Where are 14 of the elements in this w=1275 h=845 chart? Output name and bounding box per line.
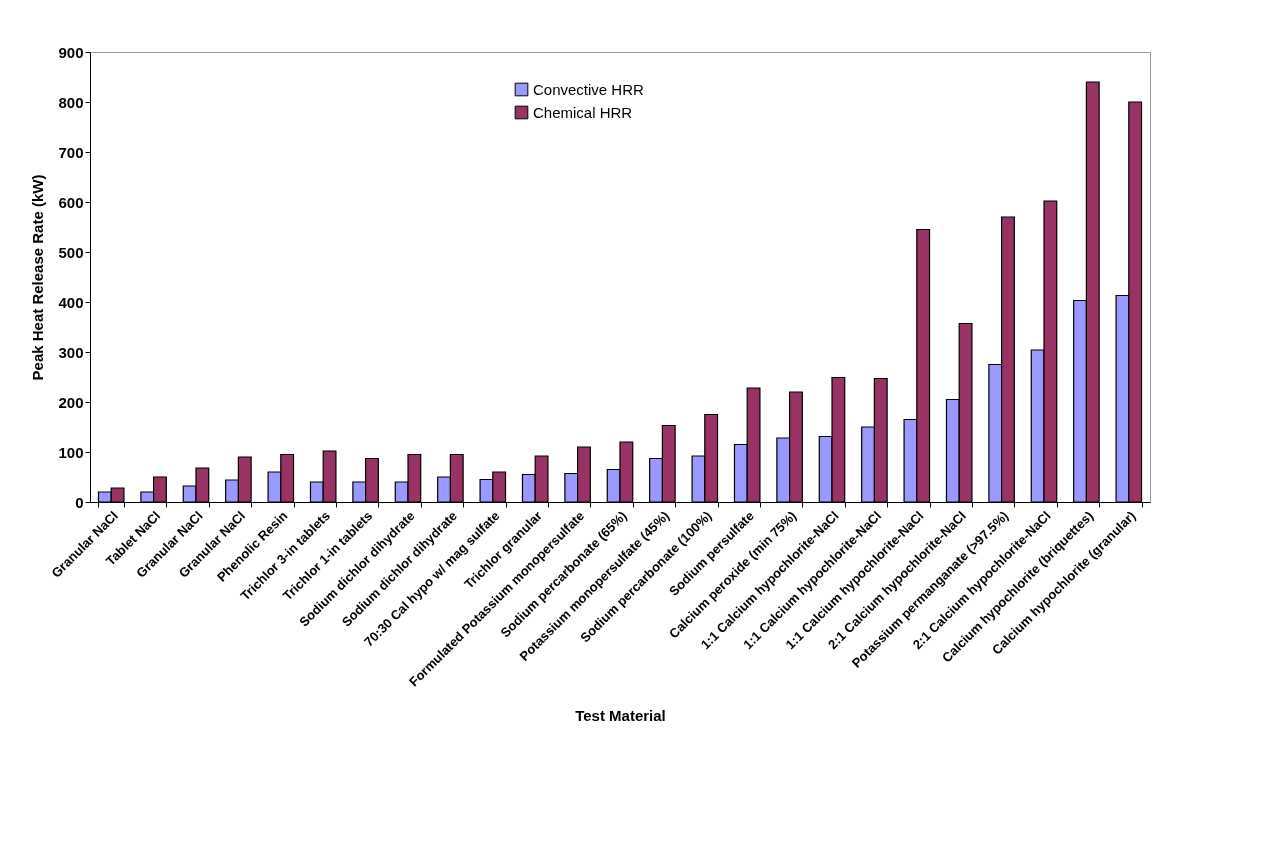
legend-label: Convective HRR — [533, 80, 645, 98]
y-tick-label: 600 — [58, 193, 84, 211]
y-axis-title: Peak Heat Release Rate (kW) — [29, 174, 47, 381]
y-tick-label: 400 — [58, 293, 84, 311]
y-tick-label: 0 — [75, 493, 84, 511]
y-tick-label: 300 — [58, 343, 84, 361]
x-axis-title: Test Material — [575, 707, 666, 725]
y-tick-label: 700 — [58, 143, 84, 161]
y-tick-label: 500 — [58, 243, 84, 261]
y-tick-label: 100 — [58, 443, 84, 461]
y-tick-label: 800 — [58, 93, 84, 111]
y-tick-label: 200 — [58, 393, 84, 411]
y-tick-label: 900 — [58, 43, 84, 61]
legend-label: Chemical HRR — [533, 103, 633, 121]
